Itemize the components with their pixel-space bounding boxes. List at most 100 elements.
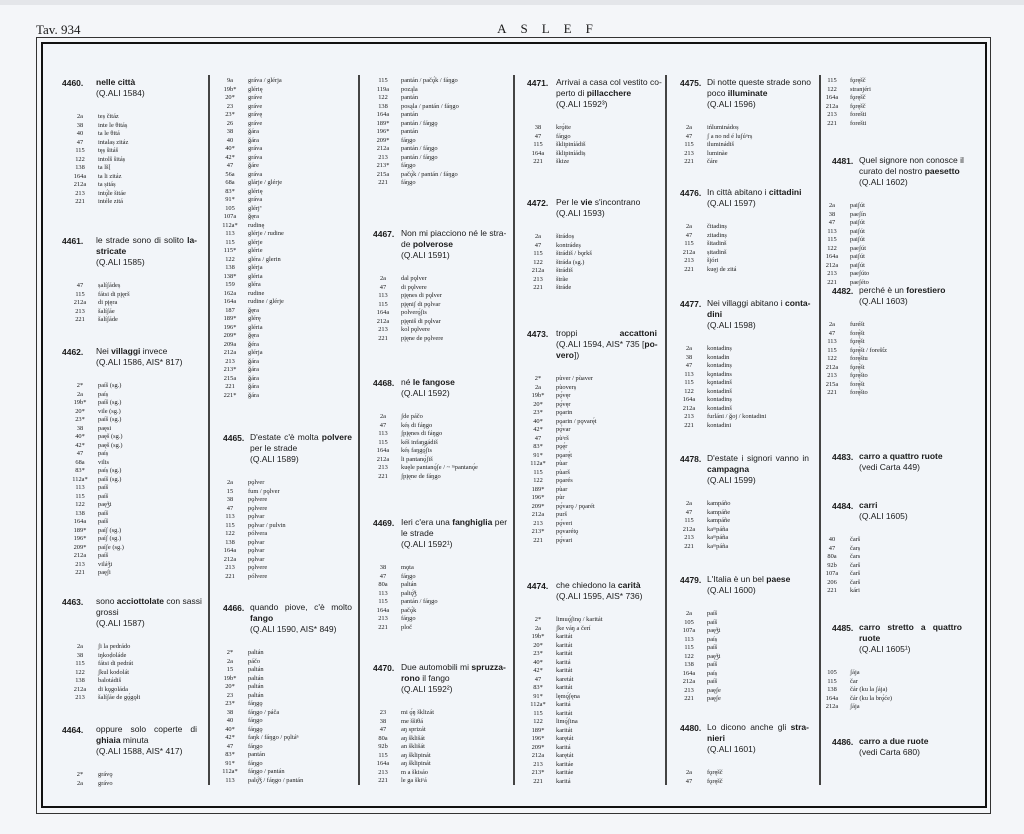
locality-number: 221: [378, 472, 388, 480]
entry-number: 4476.: [680, 188, 702, 198]
dialect-form: ʃpįęne de fáŋgo: [401, 472, 441, 480]
dialect-form: pǫarę́t: [556, 451, 572, 459]
dialect-form: pǫlvar: [248, 555, 265, 563]
dialect-form: le ga škiᶻá: [401, 777, 427, 784]
entry-title-line: dini: [707, 309, 722, 320]
dialect-form: pùarš: [556, 468, 570, 476]
dialect-form: ʃája: [850, 669, 860, 676]
dialect-form: vile (sg.): [98, 407, 121, 415]
entry-title-line: stricate: [96, 246, 126, 257]
dialect-form: pantán / fáŋgo: [401, 153, 438, 161]
locality-number: 115: [378, 77, 388, 84]
locality-number: 47: [379, 726, 387, 733]
locality-number: 213: [533, 519, 543, 527]
dialect-form: pǫarin: [556, 409, 573, 416]
entry-keyword: stricate: [96, 246, 127, 256]
locality-number: 19b*: [223, 85, 237, 93]
locality-number: 20*: [75, 407, 85, 415]
locality-number: 42*: [225, 734, 235, 741]
locality-number: 221: [827, 389, 837, 396]
entry-reference: (Q.ALI 1602): [859, 177, 908, 187]
dialect-form: kontadinš: [707, 404, 732, 412]
entry-number: 4463.: [62, 597, 84, 607]
locality-number: 212a: [825, 261, 839, 269]
entry-title-line: curato del nostro paesetto: [859, 166, 960, 177]
locality-number: 112a*: [530, 701, 546, 708]
entry-title-text: Arrivai a casa col vestito co-: [556, 77, 662, 87]
dialect-form: čarš: [850, 570, 861, 577]
dialect-form: pačǫ́k / pantán / fáŋgo: [401, 170, 458, 178]
locality-number: 2*: [226, 649, 234, 656]
locality-number: 20*: [533, 400, 543, 408]
entry-number: 4469.: [373, 518, 395, 528]
entry-keyword: le fangose: [412, 377, 455, 387]
entry-keyword: cittadini: [768, 187, 802, 197]
dialect-form: gráva / glérja: [248, 77, 282, 84]
locality-number: 38: [76, 121, 84, 129]
dialect-form: grávę: [248, 111, 263, 118]
dialect-form: mǫta: [401, 564, 414, 571]
locality-number: 47: [685, 777, 693, 785]
locality-number: 115: [75, 290, 85, 298]
dialect-form: pǫvarétǫ: [556, 528, 579, 535]
entry-title-text: il fango: [419, 673, 450, 683]
dialect-form: inte le θitáș: [98, 121, 128, 129]
entry-reference: (Q.ALI 1591): [401, 250, 450, 260]
dialect-form: paiʃút: [850, 219, 865, 226]
dialect-form: limuǫ́ʃinǫ / karitát: [556, 616, 603, 623]
dialect-form: paęsi: [98, 424, 112, 432]
dialect-form: ǧéra: [248, 340, 259, 348]
dialect-form: ta șitáș: [98, 181, 116, 188]
dialect-form: ǧęra: [248, 332, 259, 339]
dialect-form: štráda (sg.): [556, 258, 585, 266]
locality-number: 2a: [76, 643, 84, 650]
entry-keyword: dini: [707, 309, 723, 319]
locality-number: 215a: [223, 374, 237, 382]
dialect-form: kampáñe: [707, 508, 731, 516]
locality-number: 122: [225, 255, 235, 263]
locality-number: 213: [684, 686, 694, 694]
dialect-form: ǧára: [248, 128, 259, 135]
locality-number: 213*: [531, 769, 545, 776]
entry-number: 4481.: [832, 156, 854, 166]
dialect-form: fáŋgo: [401, 179, 416, 186]
entry-title-line: de polverose: [401, 239, 453, 250]
dialect-form: kontadinș: [707, 396, 732, 403]
dialect-form: karitát: [556, 667, 573, 674]
locality-number: 164a: [223, 298, 237, 305]
locality-number: 91*: [533, 451, 543, 459]
dialect-form: m a škisáo: [401, 768, 428, 776]
locality-number: 80a: [378, 581, 388, 588]
entry-reference: (Q.ALI 1584): [96, 88, 145, 98]
entry-title-line: sono acciottolate con sassi: [96, 596, 202, 607]
locality-number: 91*: [225, 759, 235, 767]
locality-number: 47: [226, 742, 234, 750]
entry-reference: (Q.ALI 1592³): [556, 99, 608, 109]
locality-number: 164a: [531, 149, 545, 157]
entry-title-text: per le strade: [250, 443, 298, 453]
entry-title-line: carro a quattro ruote: [859, 451, 943, 462]
dialect-form: paltǫ̈́ǯ: [401, 589, 417, 597]
dialect-form: aŋ sprizát: [401, 726, 426, 733]
locality-number: 2a: [76, 390, 84, 398]
entry-reference: (Q.ALI 1593): [556, 208, 605, 218]
locality-number: 113: [684, 370, 694, 378]
plate-number: Tav. 934: [36, 22, 81, 37]
locality-number: 213: [378, 615, 388, 622]
entry-reference: (Q.ALI 1589): [250, 454, 299, 464]
dialect-form: pantán / pačǫ́k / fáŋgo: [401, 77, 458, 84]
dialect-form: pįęniʃ di pǫlvar: [401, 300, 441, 308]
locality-number: 115: [378, 300, 388, 308]
dialect-form: glárje / glérje: [248, 179, 283, 186]
locality-number: 2*: [76, 771, 84, 778]
locality-number: 38: [685, 353, 693, 361]
locality-number: 213: [684, 413, 694, 420]
entry-title-text: perché è un: [859, 285, 907, 295]
dialect-form: teș čitáz: [98, 113, 119, 120]
locality-number: 122: [225, 530, 235, 537]
dialect-form: pǫlvar / pulvin: [248, 521, 286, 529]
dialect-form: forę́štu: [850, 355, 868, 362]
entry-keyword: conta-: [784, 298, 811, 308]
entry-reference: (Q.ALI 1599): [707, 475, 756, 485]
dialect-form: fǫręšč: [850, 94, 866, 101]
